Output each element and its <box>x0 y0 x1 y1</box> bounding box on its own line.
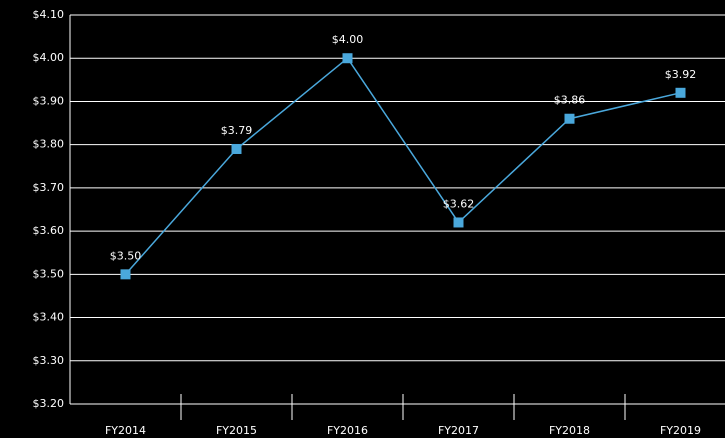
x-tick-label: FY2015 <box>216 424 257 437</box>
y-tick-label: $4.00 <box>33 51 65 64</box>
y-tick-label: $3.50 <box>33 267 65 280</box>
marker <box>564 113 575 124</box>
x-tick-label: FY2018 <box>549 424 590 437</box>
x-tick-label: FY2016 <box>327 424 368 437</box>
data-label: $3.50 <box>110 249 142 262</box>
marker <box>342 53 353 64</box>
marker <box>231 143 242 154</box>
data-label: $4.00 <box>332 33 364 46</box>
x-tick-label: FY2014 <box>105 424 146 437</box>
x-tick-label: FY2019 <box>660 424 701 437</box>
data-label: $3.79 <box>221 124 253 137</box>
y-tick-label: $3.60 <box>33 224 65 237</box>
marker <box>675 87 686 98</box>
data-label: $3.62 <box>443 197 475 210</box>
y-tick-label: $4.10 <box>33 8 65 21</box>
y-tick-label: $3.30 <box>33 354 65 367</box>
data-label: $3.86 <box>554 94 586 107</box>
y-tick-label: $3.80 <box>33 138 65 151</box>
marker <box>453 217 464 228</box>
line <box>124 57 681 275</box>
x-tick-label: FY2017 <box>438 424 479 437</box>
data-label: $3.92 <box>665 68 697 81</box>
y-tick-label: $3.90 <box>33 94 65 107</box>
y-tick-label: $3.40 <box>33 311 65 324</box>
marker <box>120 269 131 280</box>
y-tick-label: $3.70 <box>33 181 65 194</box>
y-tick-label: $3.20 <box>33 397 65 410</box>
